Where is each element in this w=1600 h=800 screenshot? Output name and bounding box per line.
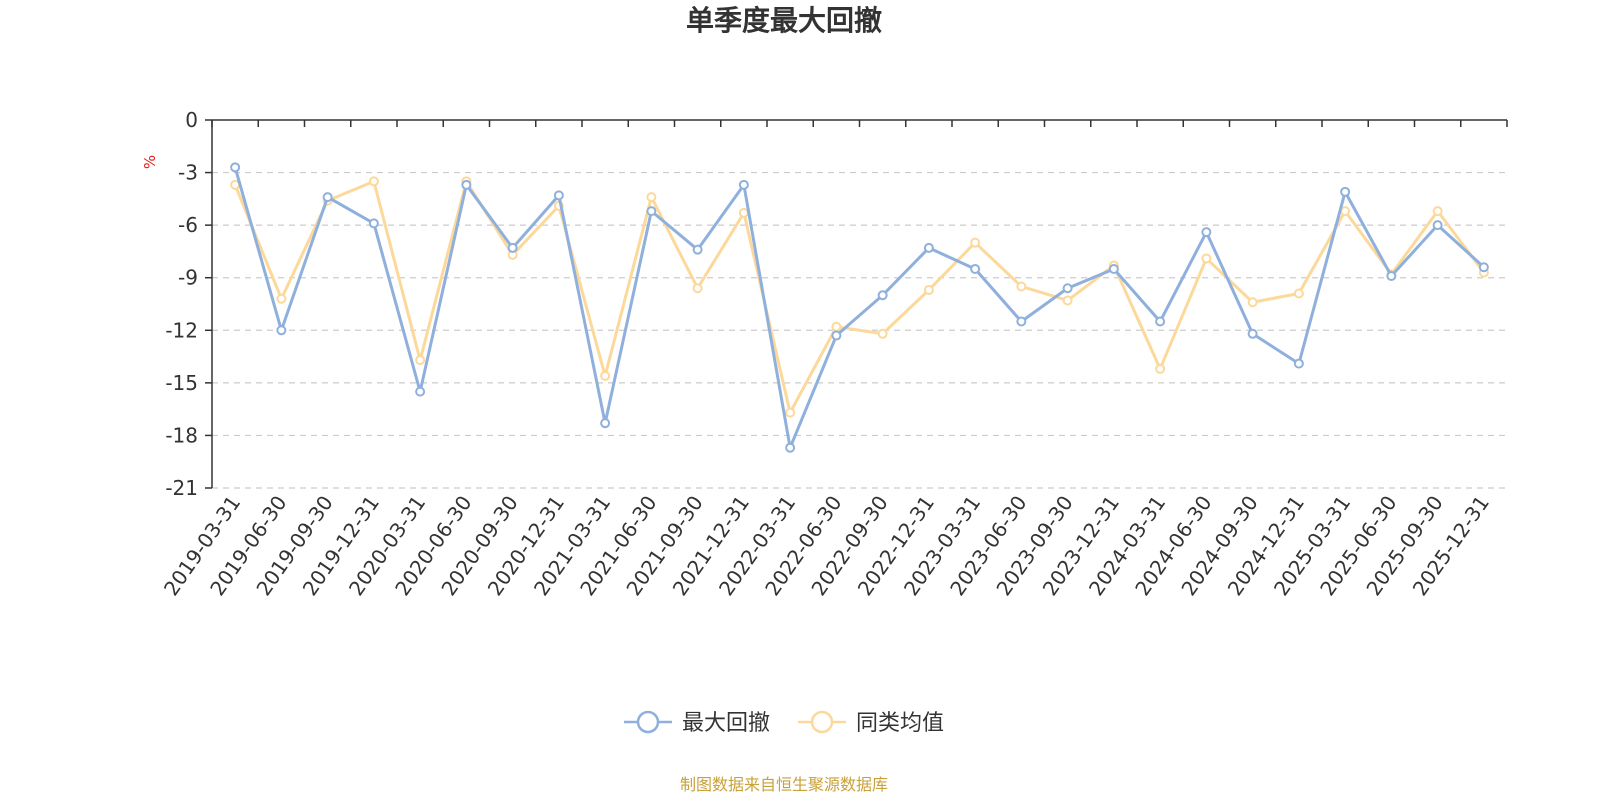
data-point[interactable] xyxy=(738,207,749,218)
data-point[interactable] xyxy=(692,244,703,255)
y-axis-unit: % xyxy=(141,155,159,169)
data-source-note: 制图数据来自恒生聚源数据库 xyxy=(680,775,888,794)
data-point[interactable] xyxy=(923,242,934,253)
data-point[interactable] xyxy=(461,179,472,190)
data-point[interactable] xyxy=(1432,220,1443,231)
legend-marker xyxy=(810,710,834,734)
data-point[interactable] xyxy=(276,325,287,336)
y-tick-label: -9 xyxy=(178,266,198,290)
data-point[interactable] xyxy=(322,192,333,203)
series-1 xyxy=(230,176,1489,418)
legend-label: 最大回撤 xyxy=(682,711,770,736)
y-tick-label: -3 xyxy=(178,161,198,185)
data-point[interactable] xyxy=(831,321,842,332)
series-line xyxy=(233,179,1486,415)
data-point[interactable] xyxy=(1293,358,1304,369)
x-axis-ticks: 2019-03-312019-06-302019-09-302019-12-31… xyxy=(159,120,1508,600)
data-point[interactable] xyxy=(877,328,888,339)
data-point[interactable] xyxy=(831,330,842,341)
legend-marker xyxy=(636,710,660,734)
data-point[interactable] xyxy=(600,418,611,429)
data-point[interactable] xyxy=(1201,227,1212,238)
data-point[interactable] xyxy=(368,176,379,187)
data-point[interactable] xyxy=(1340,186,1351,197)
data-point[interactable] xyxy=(1201,253,1212,264)
data-point[interactable] xyxy=(970,237,981,248)
data-point[interactable] xyxy=(230,162,241,173)
series-line xyxy=(233,166,1485,450)
data-point[interactable] xyxy=(1016,316,1027,327)
data-point[interactable] xyxy=(1016,281,1027,292)
data-point[interactable] xyxy=(368,218,379,229)
y-tick-label: -6 xyxy=(178,213,198,237)
y-tick-label: -21 xyxy=(165,476,198,500)
data-point[interactable] xyxy=(1062,295,1073,306)
data-point[interactable] xyxy=(507,242,518,253)
y-tick-label: -12 xyxy=(165,318,198,342)
data-point[interactable] xyxy=(785,407,796,418)
data-point[interactable] xyxy=(692,283,703,294)
data-point[interactable] xyxy=(738,179,749,190)
data-point[interactable] xyxy=(970,263,981,274)
y-tick-label: 0 xyxy=(185,108,198,132)
data-point[interactable] xyxy=(923,284,934,295)
data-point[interactable] xyxy=(1108,263,1119,274)
y-tick-label: -18 xyxy=(165,423,198,447)
data-point[interactable] xyxy=(1293,288,1304,299)
data-point[interactable] xyxy=(276,293,287,304)
data-point[interactable] xyxy=(1386,270,1397,281)
data-point[interactable] xyxy=(600,370,611,381)
data-point[interactable] xyxy=(1247,297,1258,308)
data-point[interactable] xyxy=(1340,206,1351,217)
grid-lines xyxy=(212,171,1507,489)
data-point[interactable] xyxy=(415,386,426,397)
series-lines xyxy=(230,162,1489,453)
data-point[interactable] xyxy=(1432,206,1443,217)
data-point[interactable] xyxy=(1478,262,1489,273)
data-point[interactable] xyxy=(646,192,657,203)
data-point[interactable] xyxy=(1155,363,1166,374)
data-point[interactable] xyxy=(877,290,888,301)
data-point[interactable] xyxy=(785,442,796,453)
data-point[interactable] xyxy=(415,355,426,366)
data-point[interactable] xyxy=(1155,316,1166,327)
data-point[interactable] xyxy=(646,206,657,217)
legend[interactable]: 最大回撤 同类均值 xyxy=(624,710,944,736)
data-point[interactable] xyxy=(1062,283,1073,294)
data-point[interactable] xyxy=(553,190,564,201)
legend-item-0[interactable]: 最大回撤 xyxy=(624,710,770,736)
y-axis-ticks: 0 -3 -6 -9 -12 -15 -18 -21 xyxy=(165,108,212,500)
legend-label: 同类均值 xyxy=(856,711,944,736)
legend-item-1[interactable]: 同类均值 xyxy=(798,710,944,736)
chart-title: 单季度最大回撤 xyxy=(686,4,882,37)
data-point[interactable] xyxy=(1247,328,1258,339)
y-tick-label: -15 xyxy=(165,371,198,395)
series-0 xyxy=(230,162,1489,453)
